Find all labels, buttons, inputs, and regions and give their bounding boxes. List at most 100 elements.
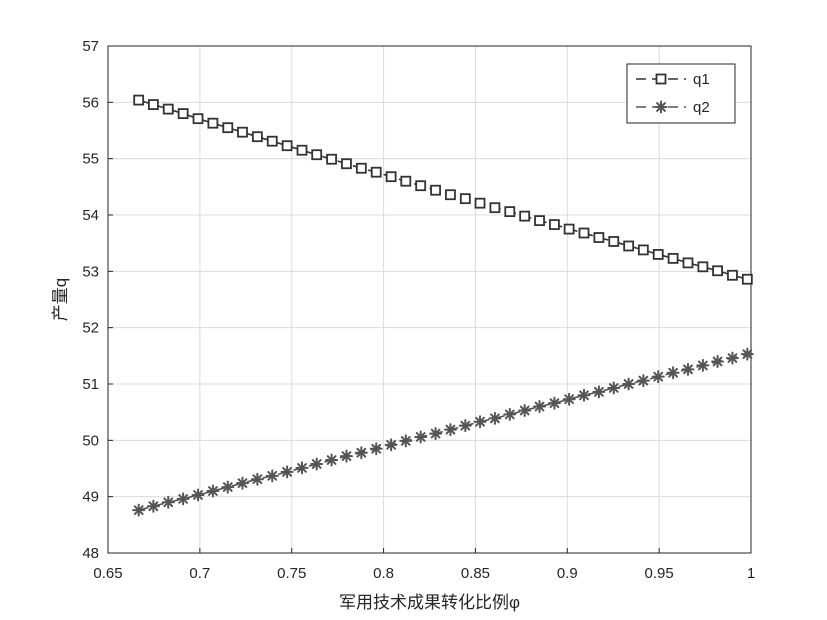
data-point-q1 — [400, 175, 412, 187]
y-tick-label: 53 — [82, 263, 99, 280]
data-point-q2 — [325, 453, 339, 467]
data-point-q2 — [681, 362, 695, 376]
data-point-q2 — [443, 423, 457, 437]
data-point-q2 — [280, 465, 294, 479]
data-point-q1 — [370, 166, 382, 178]
x-tick-label: 0.7 — [189, 565, 210, 582]
data-point-q1 — [593, 232, 605, 243]
x-tick-label: 1 — [747, 565, 755, 582]
data-point-q2 — [384, 438, 398, 452]
data-point-q1 — [459, 193, 471, 205]
y-tick-label: 56 — [82, 94, 99, 111]
data-point-q1 — [311, 149, 323, 161]
legend-label-q2: q2 — [693, 99, 710, 116]
data-point-q1 — [489, 202, 501, 214]
x-tick-label: 0.9 — [557, 565, 578, 582]
data-point-q2 — [295, 461, 309, 475]
data-point-q2 — [339, 449, 353, 463]
x-tick-label: 0.8 — [373, 565, 394, 582]
x-tick-label: 0.95 — [645, 565, 674, 582]
data-point-q1 — [281, 140, 293, 152]
y-tick-label: 49 — [82, 489, 99, 506]
data-point-q2 — [146, 499, 160, 513]
y-tick-label: 52 — [82, 320, 99, 337]
data-point-q1 — [652, 249, 664, 260]
data-point-q2 — [740, 347, 754, 361]
data-point-q1 — [741, 273, 753, 285]
data-point-q2 — [369, 442, 383, 456]
data-point-q2 — [711, 354, 725, 368]
data-point-q2 — [399, 434, 413, 448]
data-point-q2 — [503, 407, 517, 421]
data-point-q2 — [666, 366, 680, 380]
data-point-q1 — [237, 126, 248, 138]
data-point-q1 — [608, 236, 620, 247]
data-point-q1 — [385, 171, 397, 183]
data-point-q2 — [250, 472, 264, 486]
data-point-q2 — [206, 484, 220, 498]
legend-marker-q1 — [655, 73, 667, 85]
series-layer — [132, 94, 754, 517]
x-tick-label: 0.65 — [93, 565, 122, 582]
data-point-q1 — [266, 135, 278, 147]
data-point-q2 — [132, 503, 146, 517]
data-point-q1 — [147, 99, 159, 110]
data-point-q1 — [430, 184, 441, 196]
legend-marker-q2 — [654, 100, 668, 114]
legend-item-q1: q1 — [636, 71, 710, 88]
data-point-q2 — [354, 446, 368, 460]
plot-area — [107, 45, 752, 554]
data-point-q2 — [473, 415, 487, 429]
x-tick-label: 0.75 — [277, 565, 306, 582]
data-point-q2 — [533, 400, 547, 414]
x-axis-label: 军用技术成果转化比例φ — [339, 593, 520, 612]
data-point-q2 — [235, 476, 249, 490]
data-point-q2 — [488, 411, 502, 425]
data-point-q2 — [518, 403, 532, 417]
data-point-q1 — [355, 162, 367, 174]
legend-item-q2: q2 — [636, 99, 710, 116]
data-point-q1 — [637, 244, 649, 256]
data-point-q2 — [458, 419, 472, 433]
data-point-q2 — [265, 469, 279, 483]
data-point-q1 — [415, 180, 427, 192]
data-point-q1 — [578, 227, 590, 239]
legend-box — [626, 63, 736, 124]
data-point-q2 — [622, 377, 636, 391]
data-point-q1 — [251, 131, 263, 143]
y-tick-label: 57 — [82, 38, 99, 55]
data-point-q1 — [296, 144, 308, 156]
data-point-q2 — [562, 392, 576, 406]
y-tick-label: 51 — [82, 376, 99, 393]
data-point-q1 — [549, 219, 560, 230]
data-point-q1 — [697, 261, 709, 273]
data-point-q1 — [192, 113, 204, 125]
series-q1 — [133, 94, 753, 285]
data-point-q2 — [636, 374, 650, 388]
y-tick-label: 55 — [82, 151, 99, 168]
data-point-q1 — [727, 269, 738, 281]
y-tick-label: 48 — [82, 545, 99, 562]
data-point-q1 — [177, 108, 189, 119]
data-point-q1 — [133, 94, 145, 106]
data-point-q1 — [222, 122, 234, 134]
data-point-q2 — [429, 427, 443, 441]
y-axis: 48 49 50 51 52 53 54 55 56 57 — [82, 38, 113, 562]
data-point-q2 — [310, 457, 324, 471]
data-point-q2 — [577, 388, 591, 402]
data-point-q1 — [326, 153, 337, 165]
data-point-q1 — [682, 257, 694, 269]
y-axis-label: 产量q — [51, 278, 70, 321]
data-point-q2 — [161, 495, 175, 509]
data-point-q1 — [623, 240, 635, 252]
data-point-q1 — [712, 265, 723, 277]
data-point-q1 — [445, 189, 456, 201]
data-point-q1 — [341, 158, 352, 170]
data-point-q2 — [725, 351, 739, 365]
x-tick-label: 0.85 — [461, 565, 490, 582]
data-point-q2 — [547, 396, 561, 410]
data-point-q1 — [504, 206, 516, 218]
data-point-q2 — [191, 488, 205, 502]
data-point-q1 — [563, 223, 575, 235]
